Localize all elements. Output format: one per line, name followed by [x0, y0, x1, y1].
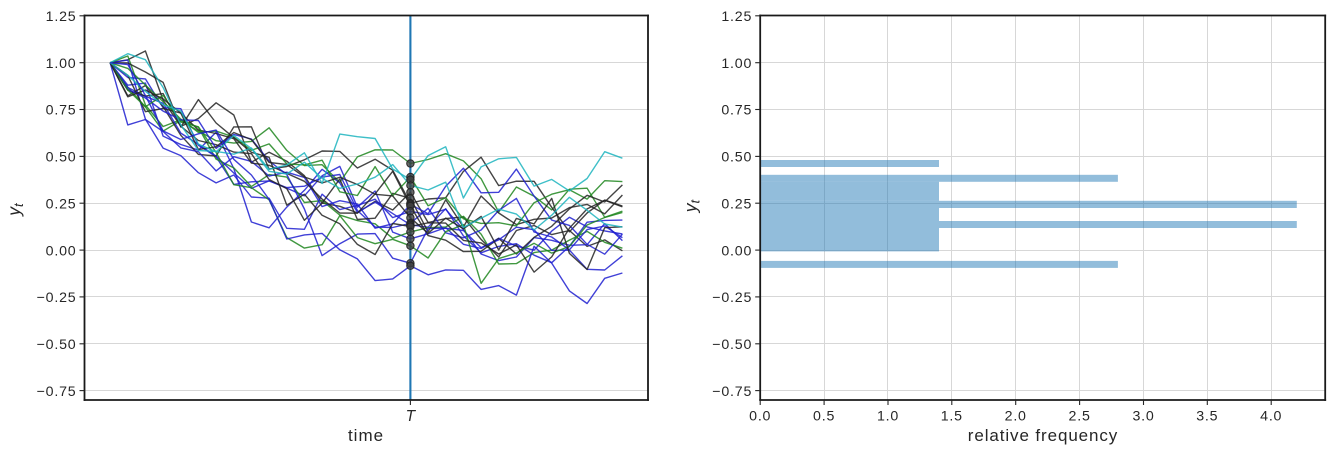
svg-text:0.00: 0.00: [721, 243, 752, 259]
svg-text:−0.25: −0.25: [712, 290, 752, 306]
svg-text:time: time: [348, 426, 384, 445]
svg-text:0.75: 0.75: [721, 103, 752, 119]
svg-text:2.0: 2.0: [1005, 409, 1027, 425]
svg-text:3.5: 3.5: [1196, 409, 1218, 425]
svg-text:0.75: 0.75: [46, 103, 77, 119]
svg-text:−0.50: −0.50: [37, 337, 77, 353]
svg-text:1.00: 1.00: [721, 56, 752, 72]
svg-text:1.25: 1.25: [46, 9, 77, 25]
svg-text:0.0: 0.0: [749, 409, 771, 425]
svg-text:T: T: [406, 408, 417, 425]
svg-text:−0.25: −0.25: [37, 290, 77, 306]
svg-text:1.00: 1.00: [46, 56, 77, 72]
svg-text:0.00: 0.00: [46, 243, 77, 259]
svg-text:1.25: 1.25: [721, 9, 752, 25]
svg-text:0.25: 0.25: [721, 196, 752, 212]
svg-text:0.25: 0.25: [46, 196, 77, 212]
svg-text:4.0: 4.0: [1260, 409, 1282, 425]
svg-text:−0.75: −0.75: [712, 384, 752, 400]
svg-text:3.0: 3.0: [1132, 409, 1154, 425]
svg-text:−0.50: −0.50: [712, 337, 752, 353]
svg-text:0.5: 0.5: [813, 409, 835, 425]
svg-text:2.5: 2.5: [1069, 409, 1091, 425]
svg-text:relative frequency: relative frequency: [968, 426, 1118, 445]
svg-text:1.5: 1.5: [941, 409, 963, 425]
svg-text:0.50: 0.50: [721, 150, 752, 166]
svg-text:−0.75: −0.75: [37, 384, 77, 400]
svg-text:1.0: 1.0: [877, 409, 899, 425]
svg-text:0.50: 0.50: [46, 150, 77, 166]
